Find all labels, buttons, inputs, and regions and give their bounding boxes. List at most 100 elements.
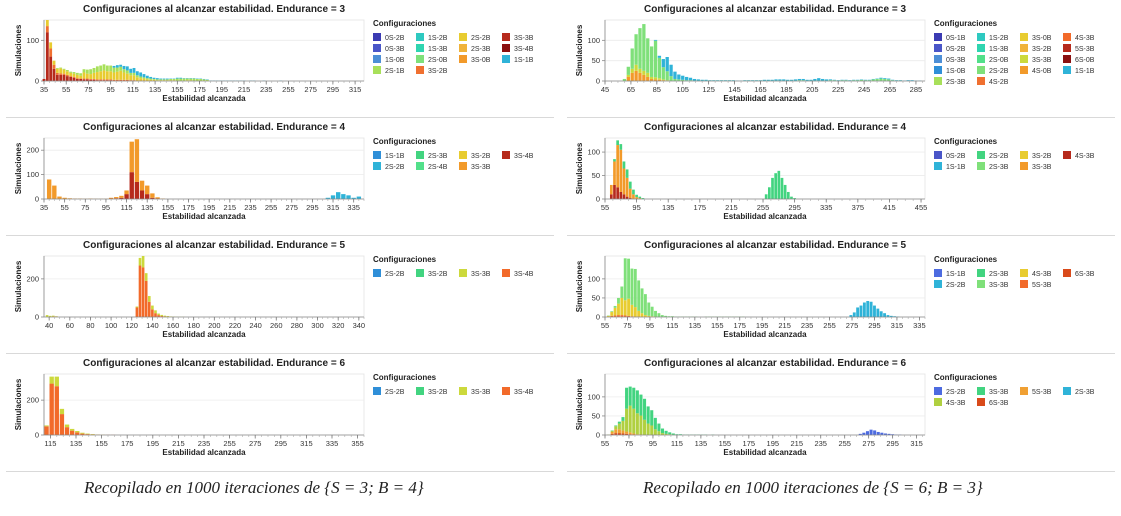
legend-swatch — [1063, 151, 1071, 159]
legend-label: 3S-3B — [471, 164, 491, 171]
bar-segment — [639, 394, 643, 416]
bar-segment — [125, 73, 129, 80]
chart-title: Configuraciones al alcanzar estabilidad.… — [83, 4, 345, 15]
x-tick-label: 135 — [70, 439, 83, 448]
bar-segment — [610, 430, 614, 432]
x-tick-label: 220 — [229, 321, 242, 330]
bar-segment — [700, 79, 704, 81]
x-tick-label: 295 — [327, 85, 340, 94]
bar-segment — [52, 64, 56, 69]
x-tick-label: 275 — [862, 439, 875, 448]
bar-segment — [647, 302, 651, 316]
bar-segment — [155, 78, 159, 80]
legend-label: 3S-3B — [514, 35, 534, 42]
bar-segment — [643, 419, 647, 435]
legend-swatch — [1020, 44, 1028, 52]
bar-segment — [44, 426, 49, 435]
bar-segment — [649, 78, 654, 81]
bar-segment — [625, 196, 629, 199]
bar-segment — [610, 311, 614, 313]
x-tick-label: 135 — [149, 85, 162, 94]
bar-segment — [112, 72, 116, 80]
x-tick-label: 255 — [823, 321, 836, 330]
legend-label: 2S-2B — [989, 153, 1009, 160]
bar-segment — [859, 305, 863, 317]
chart-title: Configuraciones al alcanzar estabilidad.… — [644, 4, 906, 15]
legend-swatch — [1020, 151, 1028, 159]
chart-title: Configuraciones al alcanzar estabilidad.… — [83, 240, 345, 251]
legend-swatch — [1063, 269, 1071, 277]
bar-segment — [112, 67, 116, 73]
legend-title: Configuraciones — [373, 137, 437, 146]
bar-segment — [122, 65, 126, 70]
x-axis-label: Estabilidad alcanzada — [162, 94, 246, 103]
x-tick-label: 175 — [694, 203, 707, 212]
x-tick-label: 315 — [891, 321, 904, 330]
x-tick-label: 55 — [601, 321, 609, 330]
bar-segment — [149, 76, 153, 79]
chart-panel-l4: Configuraciones al alcanzar estabilidad.… — [0, 354, 560, 471]
legend-swatch — [459, 55, 467, 63]
bar-segment — [879, 77, 883, 79]
x-tick-label: 75 — [81, 203, 89, 212]
bar-segment — [643, 294, 647, 316]
bar-segment — [867, 80, 871, 81]
x-tick-label: 115 — [666, 321, 678, 330]
x-tick-label: 185 — [780, 85, 793, 94]
bar-segment — [771, 177, 774, 199]
legend-label: 4S-3B — [946, 400, 966, 407]
x-tick-label: 455 — [915, 203, 928, 212]
bar-segment — [633, 268, 637, 308]
x-tick-label: 340 — [353, 321, 366, 330]
x-tick-label: 135 — [689, 321, 702, 330]
bar-segment — [883, 78, 887, 79]
legend-title: Configuraciones — [373, 373, 437, 382]
bar-segment — [150, 197, 155, 199]
bar-segment — [625, 408, 629, 432]
x-axis-label: Estabilidad alcanzada — [723, 448, 807, 457]
y-tick-label: 0 — [35, 77, 39, 86]
legend-swatch — [373, 44, 381, 52]
bar-segment — [79, 78, 83, 81]
bar-segment — [95, 79, 99, 81]
legend-label: 1S-3B — [989, 46, 1009, 53]
legend-label: 2S-2B — [989, 68, 1009, 75]
x-tick-label: 280 — [291, 321, 304, 330]
bar-segment — [661, 428, 665, 434]
bar-segment — [82, 78, 86, 80]
legend-swatch — [977, 151, 985, 159]
x-tick-label: 215 — [238, 85, 251, 94]
x-tick-label: 415 — [883, 203, 896, 212]
bar-segment — [883, 313, 887, 317]
bar-segment — [85, 78, 89, 80]
legend-swatch — [977, 77, 985, 85]
x-tick-label: 205 — [806, 85, 819, 94]
x-tick-label: 275 — [304, 85, 317, 94]
bar-segment — [609, 184, 613, 195]
bar-segment — [119, 197, 124, 199]
x-tick-label: 375 — [852, 203, 865, 212]
y-axis-label: Simulaciones — [575, 142, 584, 194]
legend-label: 0S-1B — [946, 35, 966, 42]
legend-swatch — [459, 162, 467, 170]
bar-segment — [80, 433, 85, 435]
bar-segment — [147, 301, 151, 317]
x-tick-label: 335 — [326, 439, 339, 448]
bar-segment — [646, 76, 650, 81]
bar-segment — [132, 72, 136, 76]
bar-segment — [45, 26, 49, 33]
x-tick-label: 145 — [728, 85, 741, 94]
x-tick-label: 40 — [45, 321, 53, 330]
legend-swatch — [1020, 66, 1028, 74]
bar-segment — [661, 80, 665, 81]
bar-segment — [873, 305, 876, 317]
legend-swatch — [373, 33, 381, 41]
legend-label: 0S-3B — [946, 57, 966, 64]
bar-segment — [821, 78, 825, 81]
plot-area — [43, 255, 365, 318]
x-tick-label: 115 — [44, 439, 56, 448]
legend-label: 2S-4B — [428, 164, 448, 171]
bar-segment — [632, 194, 635, 199]
bar-segment — [630, 304, 634, 317]
chart-panel-r4: Configuraciones al alcanzar estabilidad.… — [561, 354, 1121, 471]
